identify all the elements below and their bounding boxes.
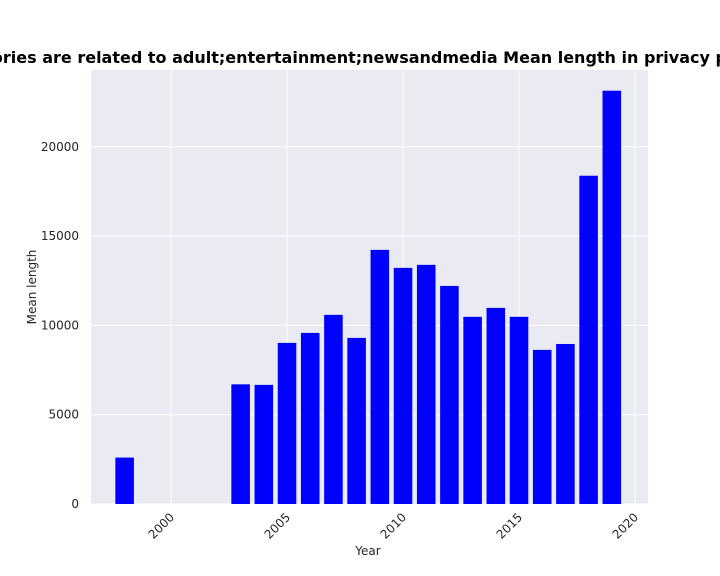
bar <box>556 343 575 504</box>
plot-area <box>91 70 648 504</box>
x-tick-label: 2020 <box>610 510 641 541</box>
bar <box>532 349 552 504</box>
bar <box>231 384 250 504</box>
chart-title: h categories are related to adult;entert… <box>0 48 720 67</box>
y-tick-label: 20000 <box>41 140 79 154</box>
y-tick-label: 15000 <box>41 229 79 243</box>
y-tick-label: 5000 <box>48 408 79 422</box>
bar <box>347 337 366 504</box>
bar <box>486 307 506 504</box>
bar <box>300 332 320 504</box>
bar <box>324 314 343 504</box>
bar <box>416 264 436 504</box>
bar <box>509 316 529 504</box>
bar <box>463 316 482 504</box>
bar <box>579 175 598 504</box>
bar <box>393 267 413 504</box>
bar <box>602 90 622 504</box>
bar <box>440 285 459 504</box>
x-tick-label: 2015 <box>494 510 525 541</box>
y-tick-label: 10000 <box>41 318 79 332</box>
bar <box>277 342 297 504</box>
x-tick-label: 2010 <box>378 510 409 541</box>
bar <box>115 457 134 504</box>
y-tick-label: 0 <box>71 497 79 511</box>
y-axis-label: Mean length <box>25 250 39 325</box>
bar <box>370 249 390 504</box>
bar <box>254 384 274 504</box>
x-axis-label: Year <box>354 544 380 558</box>
x-tick-label: 2005 <box>262 510 293 541</box>
x-tick-label: 2000 <box>146 510 177 541</box>
